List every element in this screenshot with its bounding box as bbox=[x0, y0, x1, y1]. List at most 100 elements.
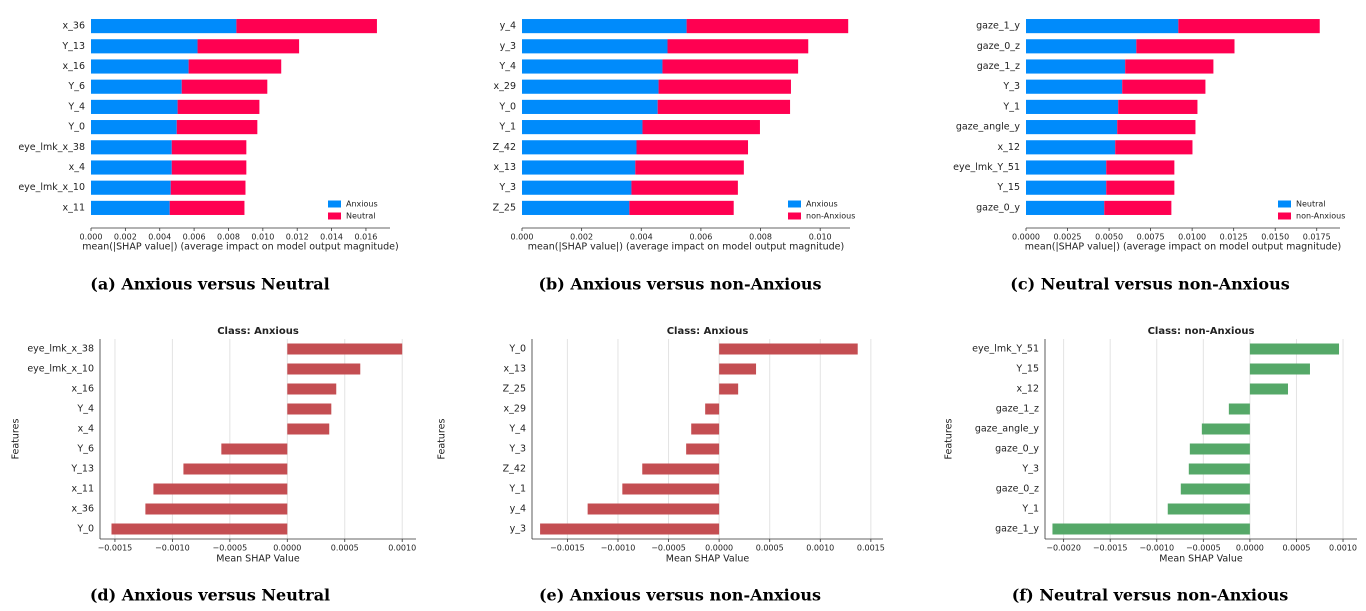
y-tick-label: Y_0 bbox=[76, 524, 94, 535]
bar bbox=[705, 403, 720, 415]
bar-segment bbox=[1122, 79, 1206, 94]
x-tick-label: −0.0015 bbox=[550, 544, 585, 553]
y-tick-label: x_11 bbox=[63, 202, 85, 213]
y-tick-label: eye_lmk_Y_51 bbox=[972, 344, 1039, 355]
bar bbox=[287, 423, 330, 435]
x-tick-label: −0.0005 bbox=[1186, 544, 1221, 553]
y-tick-label: Y_1 bbox=[498, 122, 516, 133]
bar bbox=[642, 463, 720, 475]
y-tick-label: gaze_0_z bbox=[977, 41, 1020, 52]
x-axis-label: Mean SHAP Value bbox=[666, 554, 750, 565]
y-tick-label: Y_1 bbox=[1021, 504, 1039, 515]
bar-segment bbox=[91, 19, 237, 34]
bar-segment bbox=[177, 99, 260, 114]
bar-segment bbox=[522, 140, 637, 155]
y-tick-label: Y_6 bbox=[76, 444, 94, 455]
legend-label: Anxious bbox=[346, 200, 378, 209]
x-tick-label: 0.0010 bbox=[388, 544, 416, 553]
y-tick-label: gaze_0_y bbox=[976, 202, 1020, 213]
bar-segment bbox=[1026, 79, 1123, 94]
x-tick-label: 0.0150 bbox=[1261, 233, 1289, 242]
legend-swatch bbox=[1278, 200, 1291, 208]
legend-label: Neutral bbox=[1296, 200, 1326, 209]
x-tick-label: 0.002 bbox=[570, 233, 593, 242]
bar-segment bbox=[1026, 19, 1179, 34]
legend-swatch bbox=[788, 200, 801, 208]
bar bbox=[153, 483, 288, 495]
caption: (e) Anxious versus non-Anxious bbox=[539, 586, 821, 605]
x-tick-label: 0.0100 bbox=[1178, 233, 1206, 242]
bar bbox=[691, 423, 720, 435]
y-tick-label: Z_25 bbox=[503, 384, 526, 395]
x-tick-label: 0.0005 bbox=[756, 544, 784, 553]
chart-title: Class: Anxious bbox=[667, 326, 749, 337]
bar bbox=[287, 343, 403, 355]
y-tick-label: gaze_angle_y bbox=[956, 122, 1021, 133]
y-tick-label: x_16 bbox=[72, 384, 94, 395]
bar-segment bbox=[522, 99, 658, 114]
legend-swatch bbox=[1278, 212, 1291, 220]
bar-segment bbox=[658, 79, 791, 94]
caption: (d) Anxious versus Neutral bbox=[90, 586, 330, 605]
x-tick-label: 0.0025 bbox=[1054, 233, 1082, 242]
y-tick-label: gaze_1_y bbox=[995, 524, 1039, 535]
y-tick-label: Y_4 bbox=[498, 61, 516, 72]
bar bbox=[1167, 503, 1250, 515]
bar-segment bbox=[522, 19, 687, 34]
x-tick-label: −0.0005 bbox=[651, 544, 686, 553]
y-tick-label: x_36 bbox=[63, 21, 85, 32]
x-axis-label: mean(|SHAP value|) (average impact on mo… bbox=[528, 242, 844, 253]
bar bbox=[686, 443, 720, 455]
x-tick-label: 0.0075 bbox=[1137, 233, 1165, 242]
bar bbox=[287, 383, 337, 395]
bar-segment bbox=[176, 120, 258, 135]
y-tick-label: Y_0 bbox=[498, 101, 516, 112]
bar-segment bbox=[171, 160, 247, 175]
x-axis-label: mean(|SHAP value|) (average impact on mo… bbox=[82, 242, 398, 253]
legend-swatch bbox=[328, 212, 341, 220]
y-tick-label: gaze_0_z bbox=[996, 484, 1039, 495]
x-tick-label: 0.006 bbox=[183, 233, 206, 242]
bar-segment bbox=[657, 99, 791, 114]
bar-segment bbox=[522, 120, 643, 135]
bar-segment bbox=[522, 59, 663, 74]
y-tick-label: gaze_1_z bbox=[977, 61, 1020, 72]
y-tick-label: x_36 bbox=[72, 504, 94, 515]
legend-swatch bbox=[788, 212, 801, 220]
bar bbox=[183, 463, 288, 475]
y-tick-label: Z_42 bbox=[493, 142, 516, 153]
x-tick-label: 0.0050 bbox=[1095, 233, 1123, 242]
bar-segment bbox=[1115, 140, 1193, 155]
legend-label: non-Anxious bbox=[806, 212, 855, 221]
x-tick-label: 0.0010 bbox=[806, 544, 834, 553]
x-tick-label: 0.004 bbox=[630, 233, 653, 242]
x-tick-label: 0.010 bbox=[251, 233, 274, 242]
y-tick-label: Z_25 bbox=[493, 202, 516, 213]
y-tick-label: eye_lmk_x_38 bbox=[27, 344, 94, 355]
x-tick-label: 0.006 bbox=[689, 233, 712, 242]
legend-label: non-Anxious bbox=[1296, 212, 1345, 221]
bar-segment bbox=[91, 160, 172, 175]
x-tick-label: 0.0125 bbox=[1220, 233, 1248, 242]
bar-segment bbox=[1026, 59, 1126, 74]
bar-segment bbox=[91, 99, 178, 114]
bar-segment bbox=[1106, 180, 1175, 195]
y-tick-label: x_16 bbox=[63, 61, 85, 72]
y-tick-label: Y_13 bbox=[61, 41, 85, 52]
bar bbox=[1249, 363, 1310, 375]
bar bbox=[287, 403, 332, 415]
y-tick-label: eye_lmk_x_10 bbox=[18, 182, 85, 193]
bar bbox=[1201, 423, 1250, 435]
bar-segment bbox=[91, 79, 182, 94]
bar-segment bbox=[91, 200, 170, 215]
x-tick-label: 0.0010 bbox=[1329, 544, 1357, 553]
y-tick-label: Y_6 bbox=[67, 81, 85, 92]
y-tick-label: x_13 bbox=[504, 364, 526, 375]
bar-segment bbox=[522, 79, 659, 94]
bar bbox=[719, 383, 739, 395]
y-tick-label: x_13 bbox=[494, 162, 516, 173]
y-tick-label: Y_3 bbox=[508, 444, 526, 455]
bar-segment bbox=[1026, 160, 1107, 175]
y-tick-label: eye_lmk_x_10 bbox=[27, 364, 94, 375]
bar bbox=[719, 363, 757, 375]
